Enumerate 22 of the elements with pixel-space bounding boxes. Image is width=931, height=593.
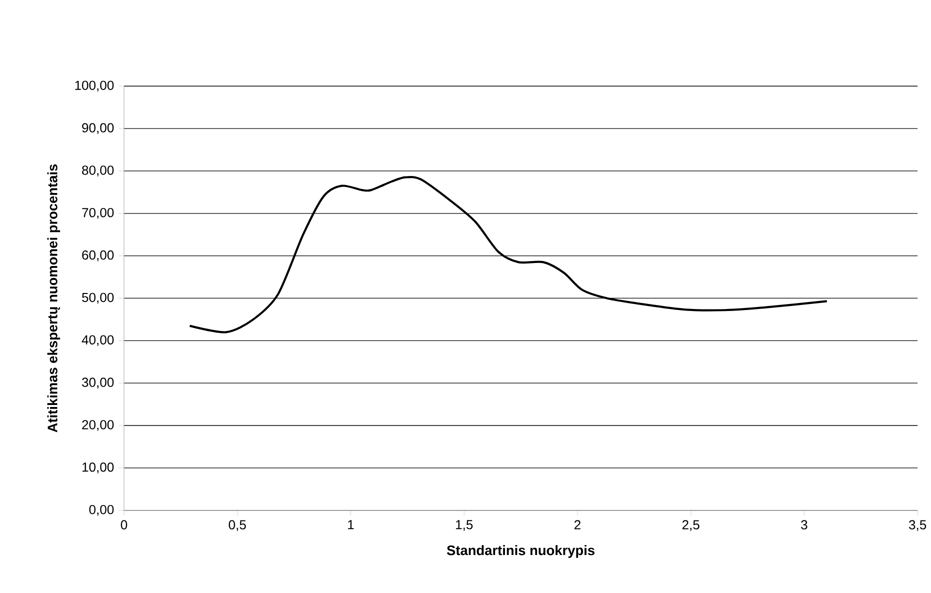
- y-tick-label: 100,00: [75, 80, 114, 92]
- y-tick-label: 0,00: [89, 505, 114, 516]
- y-tick-label: 10,00: [82, 462, 114, 474]
- y-tick-label: 70,00: [82, 208, 114, 220]
- y-tick-label: 90,00: [82, 123, 114, 134]
- y-tick-label: 50,00: [82, 293, 114, 304]
- x-tick-label: 2,5: [682, 520, 700, 532]
- x-tick-label: 3: [801, 520, 808, 530]
- x-tick-label: 0,5: [228, 520, 246, 532]
- y-tick-label: 60,00: [82, 250, 114, 262]
- x-axis-title: Standartinis nuokrypis: [446, 545, 594, 558]
- x-tick-label: 1: [348, 520, 354, 530]
- x-tick-label: 1,5: [456, 520, 473, 532]
- y-tick-label: 40,00: [82, 335, 114, 346]
- x-tick-label: 2: [574, 520, 580, 530]
- line-series: [188, 176, 828, 334]
- x-tick-label: 3,5: [908, 520, 926, 532]
- y-axis-title: Atitikimas ekspertų nuomonei procentais: [47, 164, 60, 433]
- y-tick-label: 30,00: [82, 378, 114, 389]
- y-tick-label: 80,00: [82, 166, 114, 177]
- x-tick-label: 0: [120, 520, 128, 530]
- y-tick-label: 20,00: [82, 420, 114, 432]
